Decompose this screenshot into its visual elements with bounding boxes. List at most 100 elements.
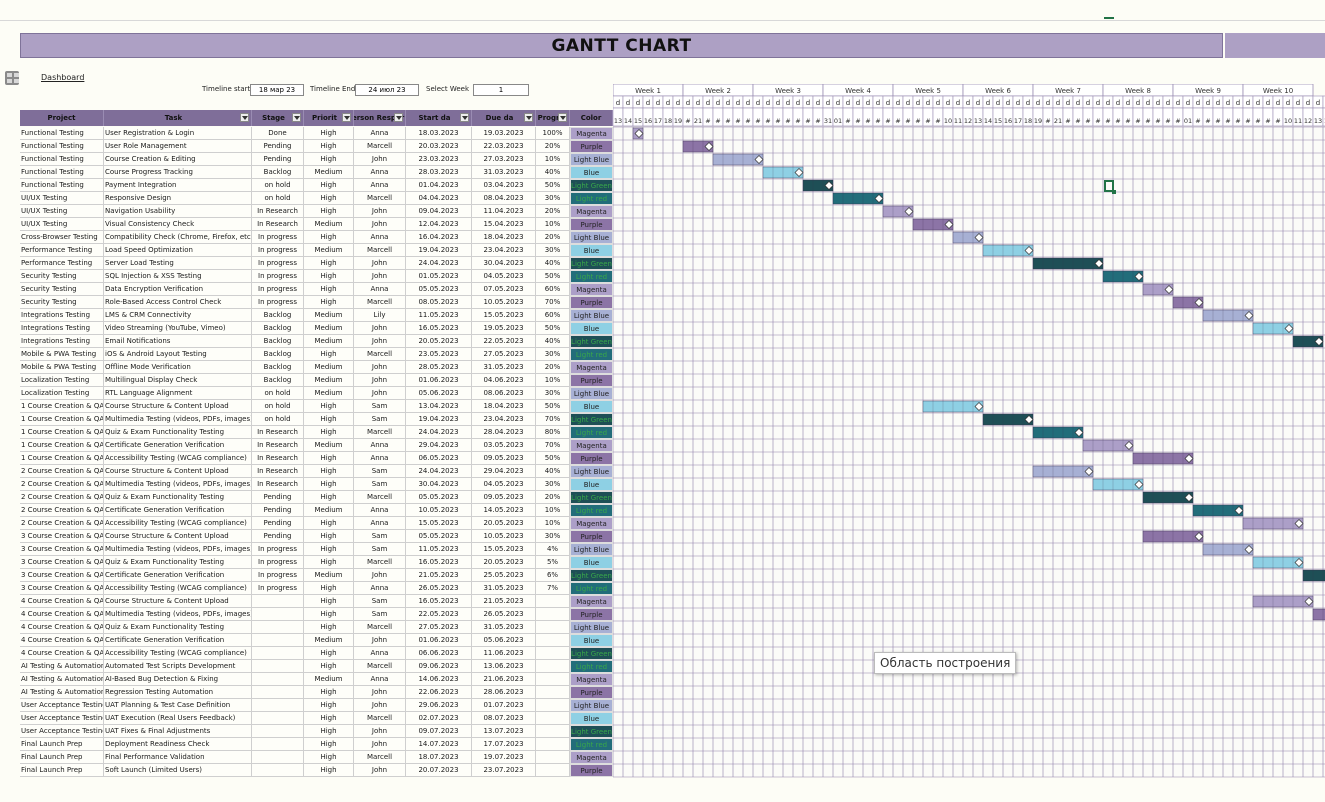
cell-task[interactable]: Soft Launch (Limited Users)	[104, 764, 252, 777]
cell-stage[interactable]	[252, 764, 304, 777]
cell-due[interactable]: 27.05.2023	[472, 348, 536, 361]
cell-stage[interactable]	[252, 660, 304, 673]
cell-due[interactable]: 09.05.2023	[472, 491, 536, 504]
cell-priority[interactable]: High	[304, 751, 354, 764]
cell-priority[interactable]: Medium	[304, 218, 354, 231]
cell-task[interactable]: Accessibility Testing (WCAG compliance)	[104, 517, 252, 530]
cell-progress[interactable]: 20%	[536, 205, 570, 218]
cell-due[interactable]: 23.07.2023	[472, 764, 536, 777]
cell-task[interactable]: User Role Management	[104, 140, 252, 153]
cell-priority[interactable]: High	[304, 738, 354, 751]
cell-task[interactable]: UAT Planning & Test Case Definition	[104, 699, 252, 712]
cell-start[interactable]: 04.04.2023	[406, 192, 472, 205]
cell-task[interactable]: iOS & Android Layout Testing	[104, 348, 252, 361]
cell-stage[interactable]: Pending	[252, 140, 304, 153]
cell-stage[interactable]	[252, 686, 304, 699]
cell-progress[interactable]: 30%	[536, 387, 570, 400]
cell-color[interactable]: Light red	[570, 426, 613, 439]
cell-progress[interactable]: 30%	[536, 192, 570, 205]
cell-progress[interactable]	[536, 764, 570, 777]
cell-task[interactable]: Course Structure & Content Upload	[104, 530, 252, 543]
cell-project[interactable]: 4 Course Creation & QA	[20, 647, 104, 660]
cell-priority[interactable]: High	[304, 712, 354, 725]
cell-progress[interactable]: 30%	[536, 348, 570, 361]
cell-task[interactable]: Automated Test Scripts Development	[104, 660, 252, 673]
cell-start[interactable]: 01.06.2023	[406, 634, 472, 647]
cell-priority[interactable]: Medium	[304, 673, 354, 686]
filter-dropdown-icon[interactable]	[394, 113, 403, 122]
cell-color[interactable]: Magenta	[570, 361, 613, 374]
cell-color[interactable]: Purple	[570, 452, 613, 465]
cell-priority[interactable]: High	[304, 764, 354, 777]
cell-task[interactable]: Course Structure & Content Upload	[104, 465, 252, 478]
cell-progress[interactable]: 50%	[536, 270, 570, 283]
cell-start[interactable]: 05.06.2023	[406, 387, 472, 400]
cell-person[interactable]: John	[354, 153, 406, 166]
filter-dropdown-icon[interactable]	[558, 113, 567, 122]
cell-stage[interactable]: In progress	[252, 296, 304, 309]
cell-stage[interactable]: Pending	[252, 530, 304, 543]
cell-person[interactable]: John	[354, 738, 406, 751]
timeline-start-input[interactable]: 18 мар 23	[250, 84, 304, 96]
dashboard-link[interactable]: Dashboard	[41, 73, 85, 82]
cell-project[interactable]: Integrations Testing	[20, 335, 104, 348]
cell-stage[interactable]	[252, 634, 304, 647]
cell-project[interactable]: 4 Course Creation & QA	[20, 634, 104, 647]
cell-color[interactable]: Light Green	[570, 413, 613, 426]
cell-start[interactable]: 20.07.2023	[406, 764, 472, 777]
cell-stage[interactable]: Pending	[252, 504, 304, 517]
cell-priority[interactable]: High	[304, 517, 354, 530]
cell-person[interactable]: John	[354, 725, 406, 738]
cell-stage[interactable]: on hold	[252, 413, 304, 426]
cell-progress[interactable]	[536, 712, 570, 725]
cell-due[interactable]: 21.05.2023	[472, 595, 536, 608]
cell-due[interactable]: 08.04.2023	[472, 192, 536, 205]
cell-person[interactable]: John	[354, 699, 406, 712]
cell-stage[interactable]	[252, 595, 304, 608]
cell-stage[interactable]: on hold	[252, 387, 304, 400]
cell-due[interactable]: 09.05.2023	[472, 452, 536, 465]
cell-color[interactable]: Magenta	[570, 595, 613, 608]
cell-progress[interactable]	[536, 738, 570, 751]
cell-task[interactable]: Certificate Generation Verification	[104, 504, 252, 517]
cell-task[interactable]: Course Structure & Content Upload	[104, 595, 252, 608]
cell-color[interactable]: Light red	[570, 738, 613, 751]
cell-color[interactable]: Purple	[570, 764, 613, 777]
cell-priority[interactable]: High	[304, 205, 354, 218]
cell-priority[interactable]: High	[304, 595, 354, 608]
cell-person[interactable]: Anna	[354, 283, 406, 296]
cell-start[interactable]: 05.05.2023	[406, 283, 472, 296]
cell-due[interactable]: 18.04.2023	[472, 231, 536, 244]
cell-start[interactable]: 06.05.2023	[406, 452, 472, 465]
cell-priority[interactable]: High	[304, 413, 354, 426]
cell-progress[interactable]: 40%	[536, 335, 570, 348]
cell-progress[interactable]: 4%	[536, 543, 570, 556]
cell-start[interactable]: 24.04.2023	[406, 426, 472, 439]
cell-due[interactable]: 10.05.2023	[472, 296, 536, 309]
cell-progress[interactable]: 10%	[536, 218, 570, 231]
cell-color[interactable]: Blue	[570, 322, 613, 335]
cell-task[interactable]: Payment Integration	[104, 179, 252, 192]
cell-person[interactable]: Marcell	[354, 348, 406, 361]
cell-task[interactable]: Multimedia Testing (videos, PDFs, images…	[104, 608, 252, 621]
cell-task[interactable]: Accessibility Testing (WCAG compliance)	[104, 452, 252, 465]
cell-task[interactable]: AI-Based Bug Detection & Fixing	[104, 673, 252, 686]
cell-person[interactable]: Anna	[354, 647, 406, 660]
cell-stage[interactable]: Pending	[252, 517, 304, 530]
cell-task[interactable]: Multimedia Testing (videos, PDFs, images…	[104, 478, 252, 491]
cell-priority[interactable]: High	[304, 283, 354, 296]
cell-task[interactable]: Multimedia Testing (videos, PDFs, images…	[104, 543, 252, 556]
gantt-bar[interactable]	[1302, 569, 1325, 582]
cell-task[interactable]: User Registration & Login	[104, 127, 252, 140]
cell-start[interactable]: 09.07.2023	[406, 725, 472, 738]
cell-progress[interactable]	[536, 660, 570, 673]
cell-person[interactable]: John	[354, 686, 406, 699]
cell-project[interactable]: User Acceptance Testing	[20, 712, 104, 725]
cell-progress[interactable]: 7%	[536, 582, 570, 595]
cell-color[interactable]: Purple	[570, 374, 613, 387]
cell-progress[interactable]: 40%	[536, 465, 570, 478]
cell-progress[interactable]: 30%	[536, 530, 570, 543]
cell-progress[interactable]	[536, 751, 570, 764]
cell-person[interactable]: John	[354, 322, 406, 335]
cell-person[interactable]: Marcell	[354, 621, 406, 634]
